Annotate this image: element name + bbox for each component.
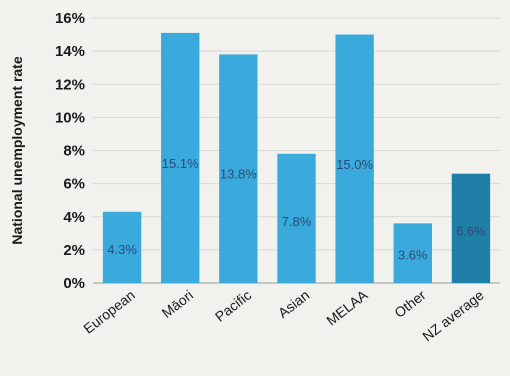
y-tick-label: 2% bbox=[63, 242, 85, 259]
y-tick-label: 4% bbox=[63, 209, 85, 226]
y-tick-label: 16% bbox=[55, 10, 85, 27]
category-label: NZ average bbox=[419, 287, 487, 345]
y-tick-label: 8% bbox=[63, 143, 85, 160]
bar-1 bbox=[161, 32, 200, 283]
y-tick-label: 14% bbox=[55, 43, 85, 60]
bar-6 bbox=[451, 173, 491, 283]
data-label: 4.3% bbox=[107, 242, 137, 257]
y-tick-label: 6% bbox=[63, 176, 85, 193]
category-label: European bbox=[80, 287, 138, 337]
y-tick-label: 0% bbox=[63, 275, 85, 292]
y-axis-title: National unemployment rate bbox=[9, 56, 25, 244]
bar-0 bbox=[102, 211, 142, 283]
category-label: Asian bbox=[275, 287, 312, 321]
data-label: 15.0% bbox=[336, 157, 373, 172]
data-label: 6.6% bbox=[456, 224, 486, 239]
category-label: MELAA bbox=[323, 286, 371, 328]
category-label: Māori bbox=[159, 287, 196, 321]
data-label: 13.8% bbox=[220, 166, 257, 181]
category-label: Pacific bbox=[212, 287, 254, 325]
bar-5 bbox=[393, 223, 432, 283]
y-tick-label: 12% bbox=[55, 76, 85, 93]
bar-2 bbox=[219, 54, 258, 283]
data-label: 15.1% bbox=[162, 156, 199, 171]
bar-4 bbox=[335, 34, 374, 283]
bar-3 bbox=[277, 153, 316, 283]
data-label: 3.6% bbox=[398, 247, 428, 262]
y-tick-label: 10% bbox=[55, 109, 85, 126]
category-label: Other bbox=[391, 287, 429, 321]
data-label: 7.8% bbox=[282, 214, 312, 229]
